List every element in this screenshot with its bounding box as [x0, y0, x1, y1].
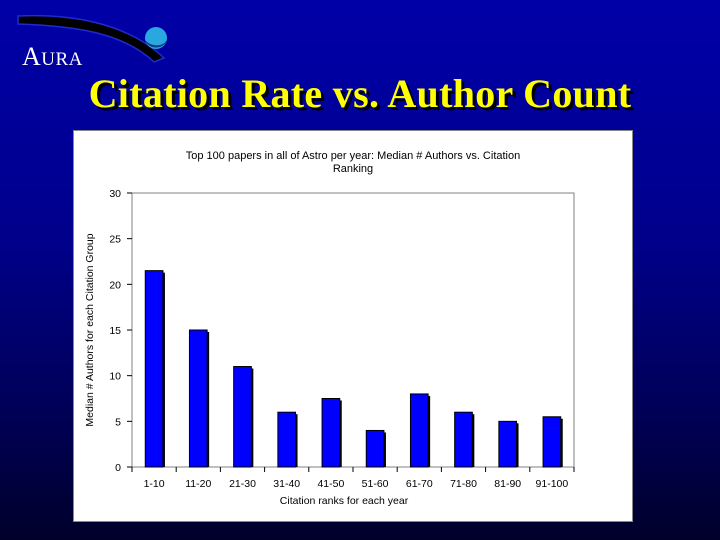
y-tick-label: 5 [115, 416, 121, 428]
y-tick-label: 20 [109, 279, 121, 291]
x-tick-label: 31-40 [273, 478, 300, 490]
bar-81-90 [498, 420, 518, 468]
x-tick-label: 1-10 [144, 478, 165, 490]
bar-21-30 [233, 366, 252, 468]
logo-text: AURA [22, 42, 83, 72]
bar-series [144, 270, 563, 468]
x-tick-label: 11-20 [185, 478, 211, 490]
logo-text-rest: URA [41, 49, 83, 70]
x-axis-title: Citation ranks for each year [280, 495, 409, 507]
logo-sphere-icon [145, 27, 167, 49]
bar-51-60 [365, 429, 385, 468]
logo-sphere-shadow [145, 40, 167, 48]
aura-logo [17, 14, 167, 63]
x-tick-label: 21-30 [229, 478, 256, 490]
chart-title-line2: Ranking [333, 163, 373, 175]
bar-91-100 [542, 416, 562, 468]
chart-title-line1: Top 100 papers in all of Astro per year:… [186, 150, 520, 162]
x-tick-label: 81-90 [494, 478, 521, 490]
bar-61-70 [409, 393, 429, 468]
y-tick-label: 30 [109, 188, 121, 200]
y-tick-label: 25 [109, 234, 121, 246]
y-axis: 0 5 10 15 20 25 30 [109, 188, 132, 474]
chart-panel: Top 100 papers in all of Astro per year:… [73, 130, 633, 522]
x-tick-label: 51-60 [362, 478, 389, 490]
x-tick-label: 71-80 [450, 478, 477, 490]
bar-11-20 [188, 329, 208, 468]
y-axis-title: Median # Authors for each Citation Group [84, 233, 96, 426]
bar-1-10 [144, 270, 164, 468]
y-tick-label: 15 [109, 325, 121, 337]
x-tick-label: 91-100 [536, 478, 569, 490]
logo-text-first: A [22, 42, 42, 71]
bar-31-40 [277, 411, 297, 468]
y-tick-label: 0 [115, 462, 121, 474]
x-tick-label: 41-50 [317, 478, 344, 490]
x-axis: 1-10 11-20 21-30 31-40 41-50 51-60 61-70 71-80 8… [131, 467, 575, 490]
bar-41-50 [321, 398, 341, 468]
y-tick-label: 10 [109, 371, 121, 383]
slide-title: Citation Rate vs. Author Count [88, 71, 632, 116]
x-tick-label: 61-70 [406, 478, 433, 490]
bar-71-80 [454, 411, 473, 468]
logo-swoosh [17, 14, 166, 63]
bar-chart: Top 100 papers in all of Astro per year:… [84, 150, 575, 507]
